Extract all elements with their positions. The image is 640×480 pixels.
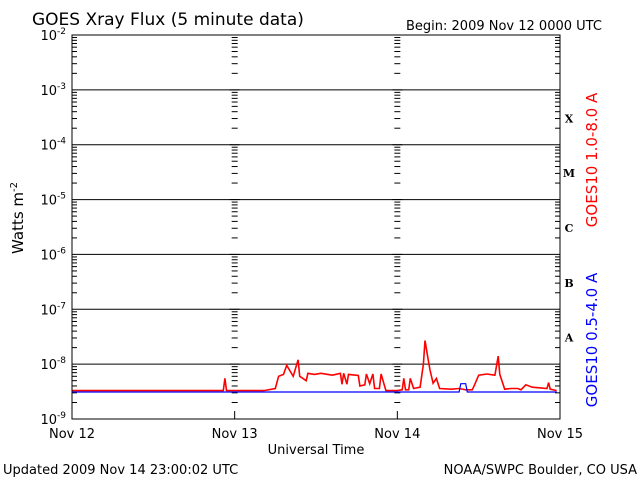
y-axis-title: Watts m-2 [9, 182, 27, 254]
y-tick-labels: 10-210-310-410-510-610-710-810-9 [40, 27, 66, 428]
x-axis-title: Universal Time [268, 443, 365, 458]
x-tick-label: Nov 12 [49, 427, 95, 442]
y-axis-title-exp: -2 [9, 182, 20, 192]
x-tick-label: Nov 13 [212, 427, 258, 442]
flare-class-label: X [565, 112, 574, 125]
y-tick-label: 10-9 [40, 411, 66, 428]
flare-class-label: B [564, 277, 573, 290]
y-tick-label: 10-2 [40, 27, 66, 44]
y-axis-title-base: Watts m [9, 192, 27, 254]
flare-class-label: C [565, 222, 574, 235]
begin-date: Begin: 2009 Nov 12 0000 UTC [406, 19, 602, 34]
y-tick-label-exp: -9 [57, 411, 66, 421]
x-tick-label: Nov 14 [374, 427, 420, 442]
y-tick-label: 10-6 [40, 246, 66, 263]
y-tick-label-base: 10 [40, 358, 57, 373]
y-tick-label-base: 10 [40, 194, 57, 209]
legend-long-channel: GOES10 1.0-8.0 A [583, 92, 601, 227]
y-tick-label-exp: -5 [57, 192, 66, 202]
y-tick-label-exp: -3 [57, 82, 66, 92]
series-lines [72, 340, 557, 393]
y-tick-label: 10-5 [40, 192, 66, 209]
x-tick-label: Nov 15 [537, 427, 583, 442]
axis-ticks [71, 37, 561, 420]
plot-frame [71, 34, 561, 420]
series-line-long-channel [72, 340, 557, 392]
y-tick-label: 10-8 [40, 356, 66, 373]
legend-short-channel: GOES10 0.5-4.0 A [583, 272, 601, 407]
y-tick-label-base: 10 [40, 248, 57, 263]
y-tick-label-exp: -6 [57, 246, 66, 256]
y-tick-label-exp: -2 [57, 27, 66, 37]
y-tick-label-exp: -7 [57, 301, 66, 311]
y-tick-label-base: 10 [40, 139, 57, 154]
credit-line: NOAA/SWPC Boulder, CO USA [444, 463, 637, 478]
y-tick-label-exp: -4 [57, 137, 66, 147]
y-tick-label: 10-7 [40, 301, 66, 318]
chart-title: GOES Xray Flux (5 minute data) [32, 10, 304, 30]
y-tick-label-base: 10 [40, 413, 57, 428]
y-tick-label: 10-3 [40, 82, 66, 99]
y-tick-label-base: 10 [40, 303, 57, 318]
flare-class-label: M [563, 167, 575, 180]
series-line-short-channel [72, 383, 557, 393]
y-tick-label: 10-4 [40, 137, 66, 154]
grid [72, 89, 560, 365]
y-tick-label-exp: -8 [57, 356, 66, 366]
flare-class-labels: X M C B A [563, 112, 575, 344]
flare-class-label: A [564, 332, 574, 345]
x-tick-labels: Nov 12 Nov 13 Nov 14 Nov 15 [49, 427, 583, 442]
y-tick-label-base: 10 [40, 84, 57, 99]
updated-timestamp: Updated 2009 Nov 14 23:00:02 UTC [3, 463, 238, 478]
y-tick-label-base: 10 [40, 29, 57, 44]
